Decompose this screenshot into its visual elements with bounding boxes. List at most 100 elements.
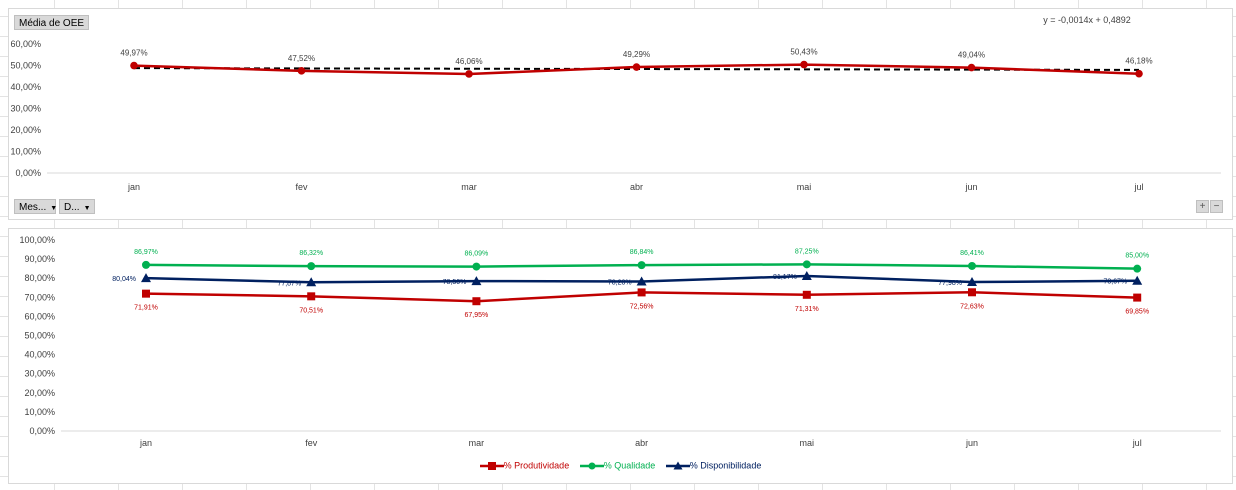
qualidade-data-label: 86,32% <box>299 250 323 257</box>
y-tick-label: 50,00% <box>10 61 41 71</box>
disponibilidade-data-label: 78,50% <box>443 279 467 286</box>
disponibilidade-point <box>801 270 812 280</box>
y-tick-label: 50,00% <box>24 331 55 341</box>
x-tick-label: mai <box>797 182 812 192</box>
produtividade-point <box>142 289 150 298</box>
produtividade-point <box>1133 293 1142 302</box>
oee-point <box>1135 69 1143 78</box>
x-tick-label: fev <box>305 438 318 448</box>
oee-field-button[interactable]: Média de OEE <box>14 15 90 30</box>
x-tick-label: jun <box>965 438 978 448</box>
y-tick-label: 80,00% <box>24 273 55 283</box>
x-tick-label: mar <box>469 438 485 448</box>
y-tick-label: 0,00% <box>15 168 41 178</box>
x-tick-label: abr <box>635 438 648 448</box>
oee-data-label: 49,29% <box>623 50 650 59</box>
qualidade-data-label: 87,25% <box>795 248 819 255</box>
y-tick-label: 60,00% <box>10 39 41 49</box>
oee-chart-plot: 0,00% 10,00% 20,00% 30,00% 40,00% 50,00% 60,00… <box>10 15 1221 192</box>
oee-data-label: 49,04% <box>958 51 985 60</box>
x-tick-label: abr <box>630 182 643 192</box>
disponibilidade-point <box>1132 275 1143 285</box>
qualidade-data-label: 86,09% <box>465 251 489 258</box>
x-tick-label: jun <box>964 182 977 192</box>
x-tick-label: mar <box>461 182 477 192</box>
disponibilidade-data-label: 78,67% <box>1103 279 1127 286</box>
y-tick-label: 30,00% <box>24 369 55 379</box>
y-tick-label: 100,00% <box>19 235 55 245</box>
trendline-equation: y = -0,0014x + 0,4892 <box>1043 15 1131 25</box>
circle-marker-icon <box>579 462 604 470</box>
disponibilidade-point <box>306 277 317 287</box>
y-tick-label: 10,00% <box>10 147 41 157</box>
x-tick-label: fev <box>295 182 308 192</box>
disponibilidade-data-label: 81,17% <box>773 274 797 281</box>
qualidade-point <box>802 260 811 269</box>
qualidade-point <box>307 262 316 271</box>
oee-data-label: 50,43% <box>790 48 817 57</box>
month-filter-button[interactable]: Mes... ▼ <box>14 199 58 214</box>
legend-label: % Disponibilidade <box>689 460 762 471</box>
produtividade-data-label: 71,31% <box>795 306 819 313</box>
oee-data-label: 46,06% <box>455 57 482 66</box>
produtividade-data-label: 70,51% <box>299 307 323 314</box>
oee-point <box>130 61 138 70</box>
y-tick-label: 40,00% <box>24 350 55 360</box>
x-tick-label: jul <box>1133 182 1143 192</box>
disponibilidade-data-label: 77,87% <box>277 280 301 287</box>
oee-point <box>297 67 306 75</box>
qualidade-point <box>472 262 481 271</box>
produtividade-point <box>637 288 646 297</box>
oee-data-label: 49,97% <box>120 49 147 58</box>
disponibilidade-point <box>967 277 977 287</box>
oee-point <box>632 63 641 71</box>
legend-item-produtividade: % Produtividade <box>479 460 569 471</box>
y-tick-label: 30,00% <box>10 104 41 114</box>
expand-button[interactable]: + <box>1196 200 1209 213</box>
x-tick-label: jan <box>127 182 140 192</box>
square-marker-icon <box>479 461 504 470</box>
qualidade-data-label: 86,97% <box>134 249 158 256</box>
oee-field-label: Média de OEE <box>19 18 85 29</box>
oee-chart[interactable]: Média de OEE 0,00% 10,00% 20,00% 30,00% 40,0… <box>8 8 1233 220</box>
collapse-button[interactable]: − <box>1210 200 1223 213</box>
dropdown-arrow-icon: ▼ <box>50 205 58 212</box>
components-chart[interactable]: 0,00% 10,00% 20,00% 30,00% 40,00% 50,00% 60,00… <box>8 228 1233 484</box>
disponibilidade-data-label: 80,04% <box>112 276 136 283</box>
oee-point <box>967 63 976 72</box>
oee-data-label: 46,18% <box>1125 57 1152 66</box>
qualidade-data-label: 86,41% <box>960 250 984 257</box>
qualidade-data-label: 85,00% <box>1125 253 1149 260</box>
x-tick-label: jan <box>139 438 152 448</box>
disponibilidade-data-label: 77,98% <box>938 280 962 287</box>
d-filter-button[interactable]: D... ▼ <box>59 199 95 214</box>
dropdown-arrow-icon: ▼ <box>83 205 91 212</box>
y-tick-label: 70,00% <box>24 292 55 302</box>
x-tick-label: mai <box>800 438 815 448</box>
components-chart-plot: 0,00% 10,00% 20,00% 30,00% 40,00% 50,00% 60,00… <box>19 235 1221 448</box>
y-tick-label: 10,00% <box>24 407 55 417</box>
produtividade-data-label: 69,85% <box>1125 309 1149 316</box>
qualidade-point <box>637 261 646 270</box>
disponibilidade-point <box>141 273 151 283</box>
oee-point <box>800 60 808 69</box>
produtividade-point <box>802 290 811 299</box>
y-tick-label: 90,00% <box>24 254 55 264</box>
y-tick-label: 40,00% <box>10 82 41 92</box>
oee-point <box>465 70 473 78</box>
disponibilidade-point <box>471 276 482 286</box>
x-tick-label: jul <box>1132 438 1142 448</box>
produtividade-data-label: 71,91% <box>134 305 158 312</box>
qualidade-point <box>968 261 976 270</box>
y-tick-label: 0,00% <box>29 426 55 436</box>
y-tick-label: 20,00% <box>10 125 41 135</box>
qualidade-point <box>1133 264 1142 273</box>
produtividade-data-label: 72,56% <box>630 303 654 310</box>
chart-legend: % Produtividade % Qualidade % Disponibil… <box>9 460 1232 471</box>
legend-item-disponibilidade: % Disponibilidade <box>665 460 762 471</box>
disponibilidade-point <box>636 276 647 286</box>
qualidade-data-label: 86,84% <box>630 249 654 256</box>
qualidade-point <box>142 260 150 269</box>
produtividade-point <box>472 297 481 306</box>
y-tick-label: 20,00% <box>24 388 55 398</box>
